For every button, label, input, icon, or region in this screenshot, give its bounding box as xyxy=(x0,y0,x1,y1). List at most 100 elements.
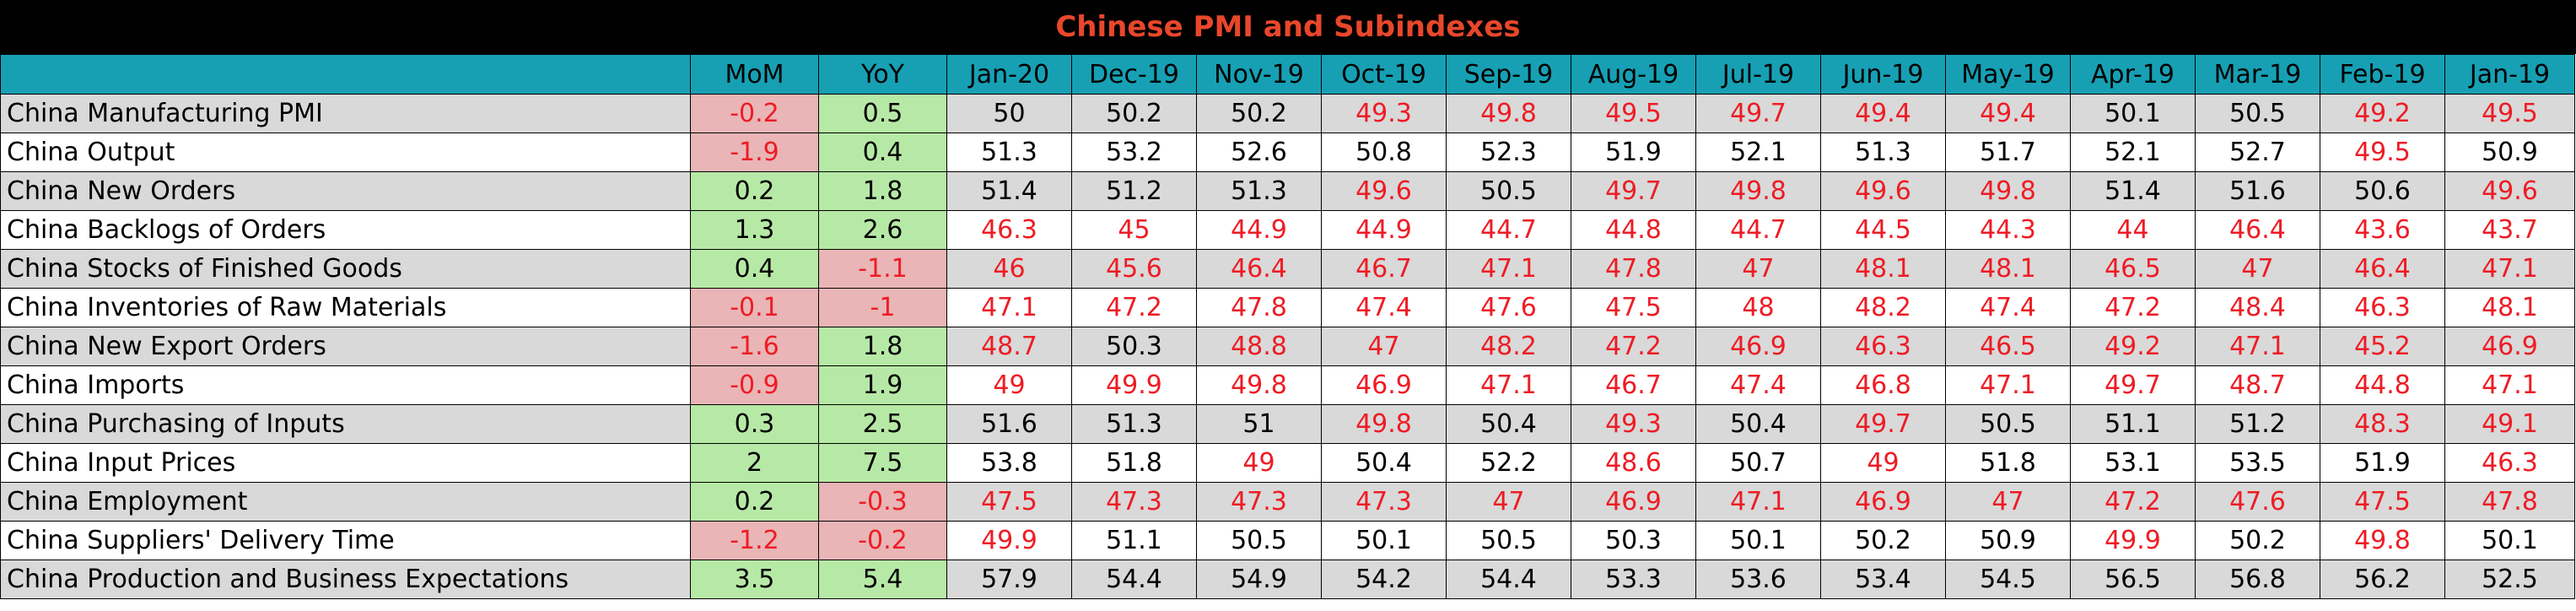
mom-change-cell: -1.9 xyxy=(690,132,819,172)
value-cell: 47 xyxy=(1446,482,1571,522)
yoy-change-cell: -1.1 xyxy=(818,249,947,289)
value-cell: 49.4 xyxy=(1820,94,1946,133)
value-cell: 49 xyxy=(1196,443,1322,483)
value-cell: 53.6 xyxy=(1695,560,1821,599)
value-cell: 44.5 xyxy=(1820,210,1946,250)
column-header: Sep-19 xyxy=(1446,54,1571,95)
value-cell: 49.9 xyxy=(2070,521,2196,560)
column-header: Apr-19 xyxy=(2070,54,2196,95)
value-cell: 52.7 xyxy=(2195,132,2320,172)
value-cell: 46.9 xyxy=(1571,482,1696,522)
value-cell: 44.9 xyxy=(1196,210,1322,250)
value-cell: 48.7 xyxy=(2195,365,2320,405)
value-cell: 49.6 xyxy=(1321,171,1447,211)
mom-change-cell: 0.2 xyxy=(690,482,819,522)
mom-change-cell: 1.3 xyxy=(690,210,819,250)
table-row: China Purchasing of Inputs 0.3 2.5 51.6 51.3… xyxy=(0,404,2575,444)
yoy-change-cell: -0.3 xyxy=(818,482,947,522)
value-cell: 51.7 xyxy=(1945,132,2071,172)
value-cell: 49.7 xyxy=(1820,404,1946,444)
value-cell: 49.2 xyxy=(2320,94,2445,133)
value-cell: 49.7 xyxy=(1571,171,1696,211)
value-cell: 53.5 xyxy=(2195,443,2320,483)
value-cell: 46.7 xyxy=(1321,249,1447,289)
value-cell: 54.4 xyxy=(1446,560,1571,599)
value-cell: 51.1 xyxy=(1071,521,1197,560)
table-row: China Inventories of Raw Materials -0.1 -1… xyxy=(0,288,2575,327)
value-cell: 43.6 xyxy=(2320,210,2445,250)
value-cell: 47.4 xyxy=(1945,288,2071,327)
column-header: Jan-19 xyxy=(2444,54,2575,95)
value-cell: 51.2 xyxy=(2195,404,2320,444)
value-cell: 50.4 xyxy=(1695,404,1821,444)
value-cell: 50.6 xyxy=(2320,171,2445,211)
value-cell: 48.1 xyxy=(1820,249,1946,289)
value-cell: 49.7 xyxy=(1695,94,1821,133)
value-cell: 51.1 xyxy=(2070,404,2196,444)
value-cell: 47 xyxy=(2195,249,2320,289)
mom-change-cell: 3.5 xyxy=(690,560,819,599)
value-cell: 46.3 xyxy=(1820,327,1946,366)
yoy-change-cell: 1.9 xyxy=(818,365,947,405)
value-cell: 51.3 xyxy=(1071,404,1197,444)
value-cell: 47.3 xyxy=(1071,482,1197,522)
value-cell: 49.6 xyxy=(2444,171,2575,211)
table-row: China Backlogs of Orders 1.3 2.6 46.3 45 44.9… xyxy=(0,210,2575,250)
value-cell: 47.6 xyxy=(2195,482,2320,522)
yoy-change-cell: -1 xyxy=(818,288,947,327)
value-cell: 49.4 xyxy=(1945,94,2071,133)
value-cell: 48.2 xyxy=(1820,288,1946,327)
column-header: YoY xyxy=(818,54,947,95)
value-cell: 43.7 xyxy=(2444,210,2575,250)
table-row: China Suppliers' Delivery Time -1.2 -0.2 49… xyxy=(0,521,2575,560)
table-title: Chinese PMI and Subindexes xyxy=(0,0,2576,54)
value-cell: 50.4 xyxy=(1321,443,1447,483)
table-row: China Output -1.9 0.4 51.3 53.2 52.6 50.8 52.3 5… xyxy=(0,132,2575,172)
value-cell: 46.9 xyxy=(2444,327,2575,366)
column-header: Jan-20 xyxy=(946,54,1072,95)
yoy-change-cell: 2.5 xyxy=(818,404,947,444)
value-cell: 48.6 xyxy=(1571,443,1696,483)
value-cell: 49.9 xyxy=(946,521,1072,560)
value-cell: 52.5 xyxy=(2444,560,2575,599)
row-label: China New Export Orders xyxy=(0,327,691,366)
value-cell: 46.3 xyxy=(2444,443,2575,483)
column-header: Jun-19 xyxy=(1820,54,1946,95)
value-cell: 44.8 xyxy=(2320,365,2445,405)
table-row: China Imports -0.9 1.9 49 49.9 49.8 46.9 47.1 46… xyxy=(0,365,2575,405)
value-cell: 44 xyxy=(2070,210,2196,250)
value-cell: 52.2 xyxy=(1446,443,1571,483)
column-header: Feb-19 xyxy=(2320,54,2445,95)
mom-change-cell: -0.1 xyxy=(690,288,819,327)
value-cell: 47.1 xyxy=(1446,365,1571,405)
value-cell: 50.2 xyxy=(1820,521,1946,560)
value-cell: 51.2 xyxy=(1071,171,1197,211)
row-label: China Imports xyxy=(0,365,691,405)
value-cell: 49.8 xyxy=(1695,171,1821,211)
value-cell: 52.1 xyxy=(2070,132,2196,172)
value-cell: 47.5 xyxy=(2320,482,2445,522)
column-header: Mar-19 xyxy=(2195,54,2320,95)
row-label: China Manufacturing PMI xyxy=(0,94,691,133)
mom-change-cell: 0.4 xyxy=(690,249,819,289)
value-cell: 50.9 xyxy=(1945,521,2071,560)
value-cell: 49.8 xyxy=(1196,365,1322,405)
value-cell: 48.7 xyxy=(946,327,1072,366)
row-label: China Purchasing of Inputs xyxy=(0,404,691,444)
value-cell: 45 xyxy=(1071,210,1197,250)
row-label: China Suppliers' Delivery Time xyxy=(0,521,691,560)
value-cell: 54.9 xyxy=(1196,560,1322,599)
value-cell: 50.4 xyxy=(1446,404,1571,444)
mom-change-cell: -1.2 xyxy=(690,521,819,560)
row-label: China Inventories of Raw Materials xyxy=(0,288,691,327)
value-cell: 53.3 xyxy=(1571,560,1696,599)
column-header: Dec-19 xyxy=(1071,54,1197,95)
column-header: May-19 xyxy=(1945,54,2071,95)
value-cell: 50.5 xyxy=(1446,521,1571,560)
value-cell: 48.3 xyxy=(2320,404,2445,444)
value-cell: 46.4 xyxy=(2195,210,2320,250)
mom-change-cell: 2 xyxy=(690,443,819,483)
value-cell: 47.1 xyxy=(2444,249,2575,289)
table-row: China Input Prices 2 7.5 53.8 51.8 49 50.4 52.2… xyxy=(0,443,2575,483)
value-cell: 51.4 xyxy=(2070,171,2196,211)
